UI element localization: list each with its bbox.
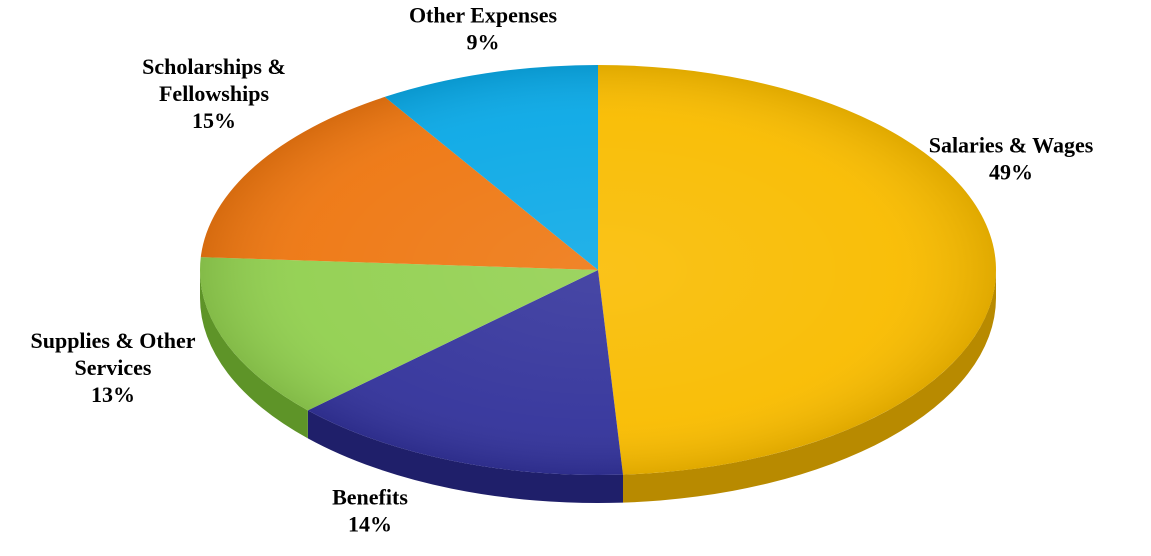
pie-category-other-expenses: Other Expenses — [409, 3, 558, 28]
pie-category-supplies-and-other-services: Supplies & Other — [30, 328, 195, 353]
pie-category-scholarships-and-fellowships: Scholarships & — [142, 54, 286, 79]
pie-label-salaries-and-wages: Salaries & Wages 49% — [929, 133, 1094, 185]
pie-category-salaries-and-wages: Salaries & Wages — [929, 133, 1094, 158]
pie-category-scholarships-and-fellowships: Fellowships — [159, 81, 269, 106]
pie-data-labels: Salaries & Wages 49% Benefits 14% Supplies &… — [30, 3, 1093, 537]
pie-category-benefits: Benefits — [332, 485, 408, 510]
pie-side-walls — [200, 270, 996, 503]
pie-side-supplies-and-other-services — [200, 270, 308, 439]
pie-side-salaries-and-wages — [622, 270, 996, 503]
pie-label-scholarships-and-fellowships: Scholarships & Fellowships 15% — [142, 54, 286, 133]
pie-category-supplies-and-other-services: Services — [75, 355, 152, 380]
pie-percent-other-expenses: 9% — [467, 30, 500, 55]
pie-percent-supplies-and-other-services: 13% — [91, 382, 135, 407]
pie-percent-benefits: 14% — [348, 512, 392, 537]
pie-percent-salaries-and-wages: 49% — [989, 160, 1033, 185]
pie-label-other-expenses: Other Expenses 9% — [409, 3, 558, 55]
pie-percent-scholarships-and-fellowships: 15% — [192, 108, 236, 133]
pie-side-benefits — [307, 410, 623, 503]
pie-label-benefits: Benefits 14% — [332, 485, 408, 537]
pie-top-surface — [200, 65, 997, 475]
pie-top-shine — [200, 65, 996, 475]
pie-label-supplies-and-other-services: Supplies & Other Services 13% — [30, 328, 195, 407]
